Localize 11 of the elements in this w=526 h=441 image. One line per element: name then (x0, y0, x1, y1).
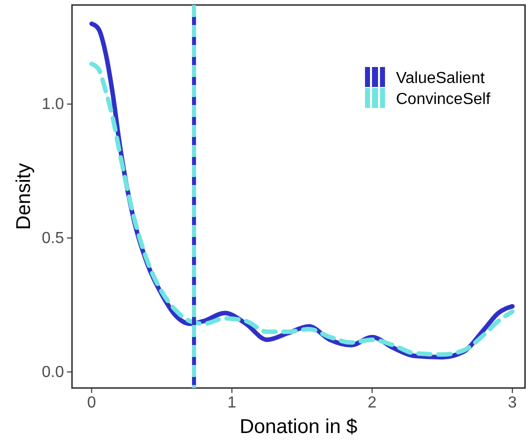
x-tick-label: 3 (508, 394, 517, 412)
x-axis-title: Donation in $ (240, 416, 358, 438)
x-tick-label: 1 (227, 394, 236, 412)
y-tick-label: 0.0 (42, 364, 64, 382)
y-tick-label: 1.0 (42, 96, 64, 114)
y-tick-label: 0.5 (42, 230, 64, 248)
x-tick-label: 2 (368, 394, 377, 412)
legend-label: ValueSalient (396, 70, 486, 87)
x-tick-label: 0 (87, 394, 96, 412)
y-axis-title: Density (13, 163, 35, 230)
legend-label: ConvinceSelf (396, 91, 491, 108)
